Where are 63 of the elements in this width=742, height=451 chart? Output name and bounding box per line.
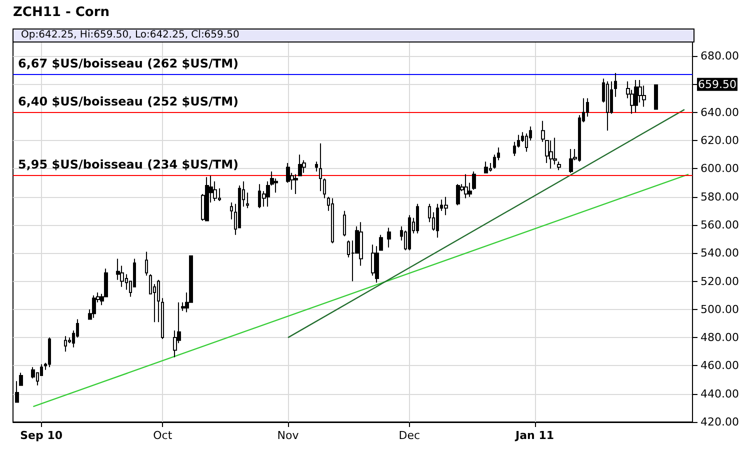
y-tick-label: 440.00 xyxy=(700,387,740,400)
y-tick-label: 520.00 xyxy=(700,274,740,288)
y-tick-label: 540.00 xyxy=(700,246,740,260)
x-tick-label: Nov xyxy=(277,429,300,442)
y-tick-label: 600.00 xyxy=(700,162,740,176)
candlestick xyxy=(484,161,488,174)
y-tick-label: 560.00 xyxy=(700,218,740,232)
y-tick-label: 420.00 xyxy=(700,416,740,428)
candlestick xyxy=(606,80,609,132)
candlestick xyxy=(246,192,249,209)
candlestick xyxy=(416,203,419,234)
y-tick-label: 620.00 xyxy=(700,134,740,148)
y-tick-label: 580.00 xyxy=(700,190,740,204)
candlestick xyxy=(456,184,460,206)
candlestick xyxy=(19,372,23,386)
candlestick xyxy=(294,174,298,194)
candlestick xyxy=(48,337,51,368)
ref-line-label: 6,67 $US/boisseau (262 $US/TM) xyxy=(18,56,239,70)
candlestick xyxy=(387,227,391,248)
candlestick xyxy=(64,336,67,352)
candlestick xyxy=(145,251,148,276)
candlestick xyxy=(230,202,233,220)
x-tick-label: Jan 11 xyxy=(514,429,554,442)
y-tick-label: 640.00 xyxy=(700,106,740,119)
candlestick xyxy=(553,137,557,165)
candlestick xyxy=(92,294,96,318)
candlestick xyxy=(464,174,468,199)
y-tick-label: 460.00 xyxy=(700,359,740,372)
candlestick xyxy=(343,210,346,237)
y-tick-label: 500.00 xyxy=(700,302,740,316)
y-tick-label: 480.00 xyxy=(700,331,740,344)
candlestick xyxy=(654,84,658,110)
candlestick xyxy=(157,279,160,323)
candlestick xyxy=(549,140,553,170)
candlestick xyxy=(375,246,379,284)
candlestick xyxy=(408,214,411,251)
candlestick xyxy=(569,148,573,174)
candlestick xyxy=(614,72,617,98)
x-tick-label: Oct xyxy=(153,429,173,442)
candlestick xyxy=(379,234,383,251)
chart-title: ZCH11 - Corn xyxy=(13,5,110,20)
y-tick-label: 680.00 xyxy=(700,50,740,63)
candlestick xyxy=(323,178,326,199)
candlestick xyxy=(331,198,334,244)
candlestick xyxy=(319,142,322,192)
text: 659.50 xyxy=(698,78,736,91)
candlestick xyxy=(436,203,439,238)
candlestick xyxy=(205,176,209,222)
candlestick xyxy=(541,120,545,142)
candlestick xyxy=(15,380,19,403)
candlestick xyxy=(472,170,476,190)
candlestick xyxy=(161,298,164,340)
candlestick xyxy=(315,161,318,172)
candlestick xyxy=(444,196,448,216)
candlestick xyxy=(359,222,363,266)
x-tick-label: Dec xyxy=(398,429,420,442)
ref-line-label: 6,40 $US/boisseau (252 $US/TM) xyxy=(18,94,239,108)
candlestick xyxy=(298,154,302,176)
x-tick-label: Sep 10 xyxy=(20,429,63,442)
ref-line-label: 5,95 $US/boisseau (234 $US/TM) xyxy=(18,158,239,172)
candlestick xyxy=(634,80,638,113)
chart-subtitle: Op:642.25, Hi:659.50, Lo:642.25, Cl:659.50 xyxy=(21,30,240,40)
candlestick xyxy=(557,161,561,171)
